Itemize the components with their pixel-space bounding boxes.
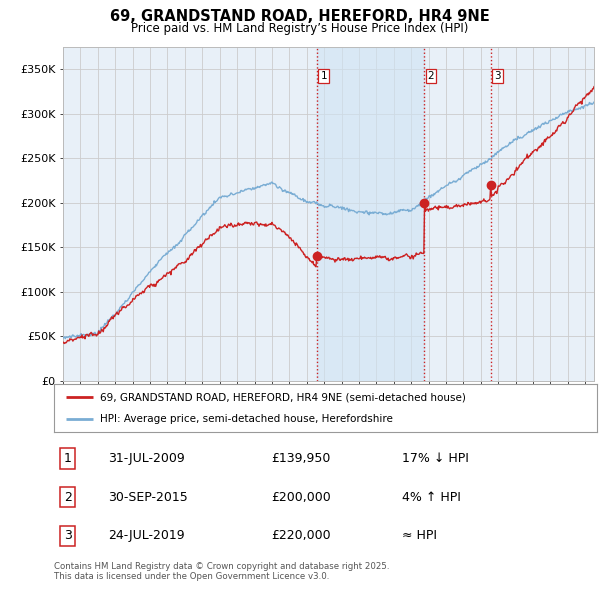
Text: £139,950: £139,950 xyxy=(271,452,331,465)
Text: 2: 2 xyxy=(64,490,71,504)
Text: £200,000: £200,000 xyxy=(271,490,331,504)
Text: 69, GRANDSTAND ROAD, HEREFORD, HR4 9NE: 69, GRANDSTAND ROAD, HEREFORD, HR4 9NE xyxy=(110,9,490,24)
Text: 31-JUL-2009: 31-JUL-2009 xyxy=(109,452,185,465)
Text: 3: 3 xyxy=(64,529,71,542)
Text: 69, GRANDSTAND ROAD, HEREFORD, HR4 9NE (semi-detached house): 69, GRANDSTAND ROAD, HEREFORD, HR4 9NE (… xyxy=(100,392,466,402)
Text: Contains HM Land Registry data © Crown copyright and database right 2025.
This d: Contains HM Land Registry data © Crown c… xyxy=(54,562,389,581)
Text: 30-SEP-2015: 30-SEP-2015 xyxy=(109,490,188,504)
Text: 1: 1 xyxy=(320,71,327,81)
Text: 24-JUL-2019: 24-JUL-2019 xyxy=(109,529,185,542)
Text: £220,000: £220,000 xyxy=(271,529,331,542)
Text: 2: 2 xyxy=(428,71,434,81)
Text: 1: 1 xyxy=(64,452,71,465)
Text: Price paid vs. HM Land Registry’s House Price Index (HPI): Price paid vs. HM Land Registry’s House … xyxy=(131,22,469,35)
Text: 4% ↑ HPI: 4% ↑ HPI xyxy=(401,490,460,504)
Bar xyxy=(317,47,424,381)
Text: HPI: Average price, semi-detached house, Herefordshire: HPI: Average price, semi-detached house,… xyxy=(100,414,393,424)
Text: 3: 3 xyxy=(494,71,500,81)
Text: ≈ HPI: ≈ HPI xyxy=(401,529,437,542)
Text: 17% ↓ HPI: 17% ↓ HPI xyxy=(401,452,469,465)
